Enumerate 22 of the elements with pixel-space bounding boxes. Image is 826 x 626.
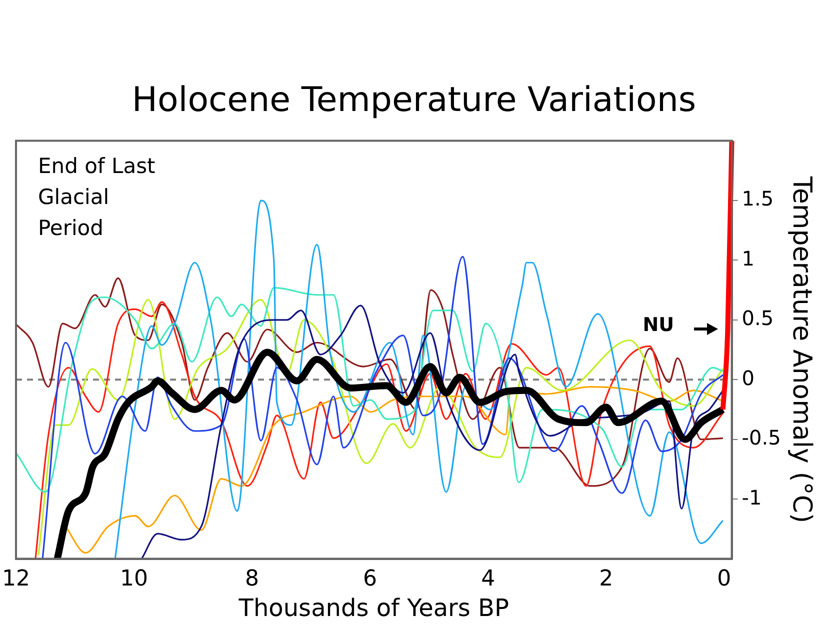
x-tick-label: 6 bbox=[363, 566, 378, 592]
y-tick-label: 0.5 bbox=[742, 306, 774, 330]
annotation: NU bbox=[642, 314, 674, 336]
x-tick-label: 12 bbox=[2, 566, 30, 592]
x-tick-label: 8 bbox=[245, 566, 260, 592]
x-tick-label: 4 bbox=[481, 566, 496, 592]
annotation: End of Last Glacial Period bbox=[38, 154, 156, 240]
y-axis-title: Temperature Anomaly (°C) bbox=[786, 175, 817, 524]
line-series bbox=[140, 304, 724, 559]
x-tick-label: 2 bbox=[599, 566, 614, 592]
line-series bbox=[64, 386, 724, 554]
x-tick-label: 0 bbox=[717, 566, 732, 592]
x-axis-title: Thousands of Years BP bbox=[238, 594, 509, 622]
y-tick-label: 0 bbox=[742, 366, 755, 390]
y-tick-label: -0.5 bbox=[742, 426, 781, 450]
chart-title: Holocene Temperature Variations bbox=[132, 80, 696, 120]
y-tick-label: 1.5 bbox=[742, 186, 774, 211]
line-series bbox=[114, 200, 724, 559]
x-tick-label: 10 bbox=[120, 566, 148, 592]
y-tick-label: 1 bbox=[742, 246, 755, 270]
line-series bbox=[42, 256, 724, 559]
y-tick-label: -1 bbox=[742, 485, 762, 510]
